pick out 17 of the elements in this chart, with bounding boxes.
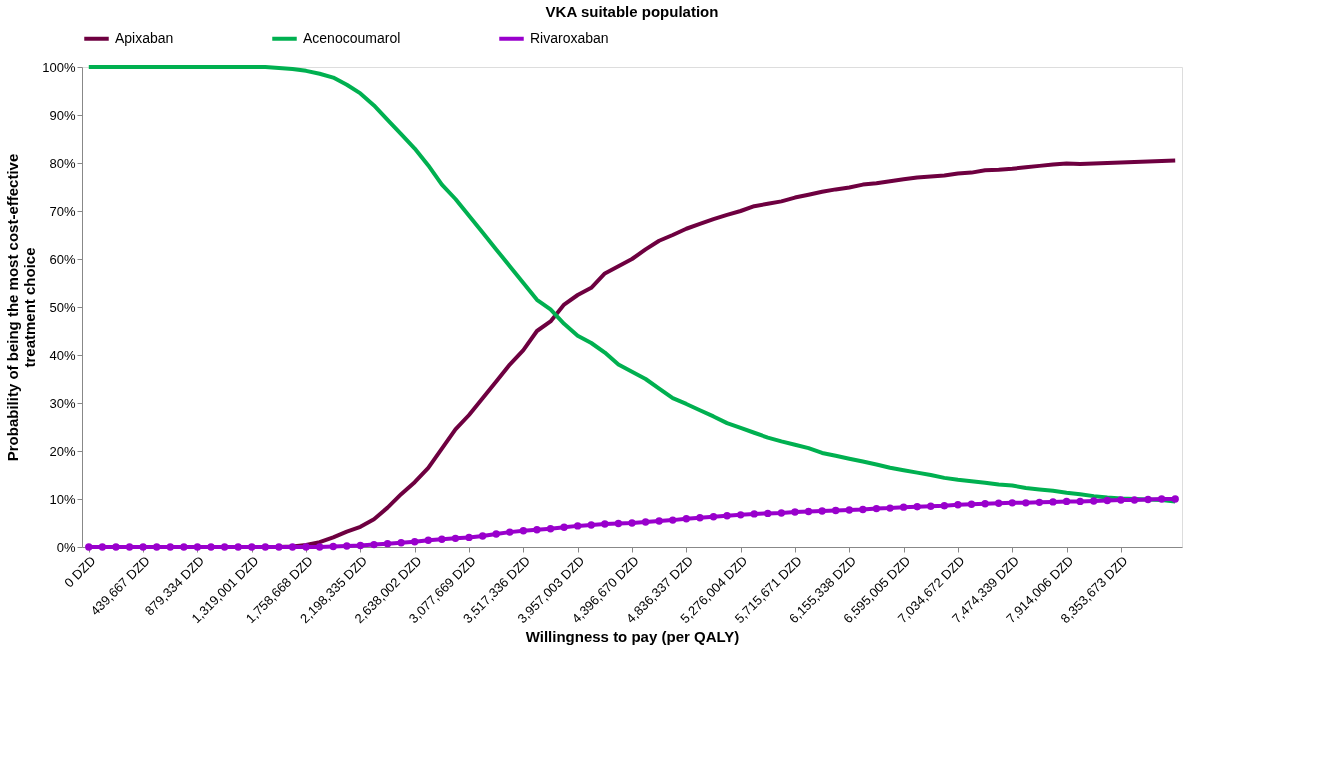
y-tick-label: 60% — [49, 251, 76, 267]
y-tick-label: 80% — [49, 155, 76, 171]
legend-label: Acenocoumarol — [303, 29, 401, 46]
y-tick-label: 40% — [49, 347, 76, 363]
y-tick-label: 50% — [49, 299, 76, 315]
y-tick-label: 70% — [49, 203, 76, 219]
y-tick-label: 10% — [49, 491, 76, 507]
legend-label: Rivaroxaban — [530, 29, 609, 46]
x-axis-title: Willingness to pay (per QALY) — [525, 628, 740, 646]
y-axis-title: Probability of being the most cost-effective treatment choice — [4, 153, 39, 462]
y-tick-label: 0% — [56, 539, 76, 555]
legend-label: Apixaban — [115, 29, 174, 46]
y-tick-label: 90% — [49, 107, 76, 123]
y-tick-label: 30% — [49, 395, 76, 411]
y-tick-label: 100% — [42, 59, 76, 75]
y-tick-label: 20% — [49, 443, 76, 459]
chart-title: VKA suitable population — [545, 3, 719, 20]
